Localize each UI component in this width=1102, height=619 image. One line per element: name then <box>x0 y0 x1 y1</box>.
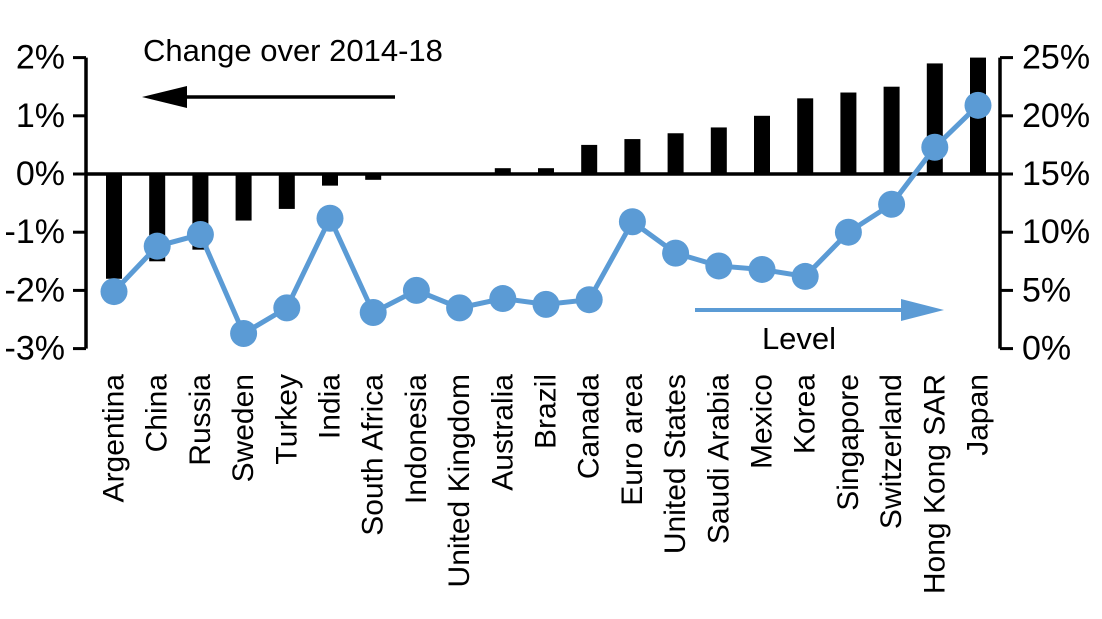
right-axis-tick-label: 20% <box>1022 97 1090 135</box>
x-label-singapore: Singapore <box>832 374 865 511</box>
bar-korea <box>797 98 814 174</box>
left-series-annotation: Change over 2014-18 <box>143 33 443 68</box>
x-label-russia: Russia <box>184 374 217 466</box>
left-axis-tick-label: -2% <box>5 271 65 309</box>
point-hong-kong-sar <box>921 133 949 161</box>
x-label-saudi-arabia: Saudi Arabia <box>702 374 735 544</box>
bar-saudi-arabia <box>710 127 727 174</box>
point-india <box>316 204 344 232</box>
bar-argentina <box>106 174 122 279</box>
x-label-argentina: Argentina <box>98 374 131 503</box>
x-label-switzerland: Switzerland <box>875 374 908 529</box>
x-label-china: China <box>141 374 174 453</box>
left-axis-tick-label: 0% <box>16 155 65 193</box>
x-label-india: India <box>314 374 347 439</box>
x-label-turkey: Turkey <box>270 374 303 465</box>
point-euro-area <box>618 208 646 236</box>
point-russia <box>186 221 214 249</box>
x-label-united-states: United States <box>659 374 692 554</box>
bar-south-africa <box>365 174 382 180</box>
bar-mexico <box>754 115 770 174</box>
x-label-indonesia: Indonesia <box>400 374 433 504</box>
bar-singapore <box>840 92 857 174</box>
bar-switzerland <box>883 86 900 174</box>
point-brazil <box>532 290 560 318</box>
right-axis-tick-label: 0% <box>1022 330 1071 368</box>
x-label-mexico: Mexico <box>746 374 779 469</box>
bar-canada <box>581 144 598 174</box>
point-turkey <box>273 294 301 322</box>
point-united-kingdom <box>446 294 474 322</box>
x-label-brazil: Brazil <box>530 374 563 449</box>
bar-united-states <box>667 133 684 174</box>
right-axis-tick-label: 25% <box>1022 39 1090 77</box>
bar-euro-area <box>624 139 641 174</box>
x-label-canada: Canada <box>573 374 606 479</box>
x-label-united-kingdom: United Kingdom <box>443 374 476 587</box>
point-australia <box>489 285 517 313</box>
point-mexico <box>748 255 776 283</box>
level-arrow-head <box>901 299 944 321</box>
x-label-hong-kong-sar: Hong Kong SAR <box>918 374 951 594</box>
x-label-australia: Australia <box>486 374 519 491</box>
x-label-euro-area: Euro area <box>616 374 649 506</box>
right-axis-tick-label: 15% <box>1022 155 1090 193</box>
x-label-japan: Japan <box>962 374 995 456</box>
point-sweden <box>230 319 258 347</box>
right-axis-tick-label: 10% <box>1022 213 1090 251</box>
left-axis-tick-label: 2% <box>16 39 65 77</box>
x-label-sweden: Sweden <box>227 374 260 482</box>
point-saudi-arabia <box>705 252 733 280</box>
change-arrow-head <box>142 86 187 108</box>
point-argentina <box>100 278 128 306</box>
bar-turkey <box>278 174 295 209</box>
point-japan <box>964 91 992 119</box>
point-indonesia <box>402 276 430 304</box>
point-canada <box>575 286 603 314</box>
x-label-korea: Korea <box>789 374 822 454</box>
point-china <box>143 232 171 260</box>
left-axis-tick-label: -1% <box>5 213 65 251</box>
point-singapore <box>834 218 862 246</box>
bar-brazil <box>538 168 554 174</box>
bar-sweden <box>235 174 252 221</box>
right-axis-tick-label: 5% <box>1022 271 1071 309</box>
point-south-africa <box>359 299 387 327</box>
bar-australia <box>494 168 511 174</box>
right-series-annotation: Level <box>761 321 837 356</box>
left-axis-tick-label: -3% <box>5 330 65 368</box>
point-korea <box>791 262 819 290</box>
point-united-states <box>662 239 690 267</box>
x-label-south-africa: South Africa <box>357 374 390 536</box>
left-axis-tick-label: 1% <box>16 97 65 135</box>
point-switzerland <box>878 190 906 218</box>
bar-india <box>322 174 338 186</box>
